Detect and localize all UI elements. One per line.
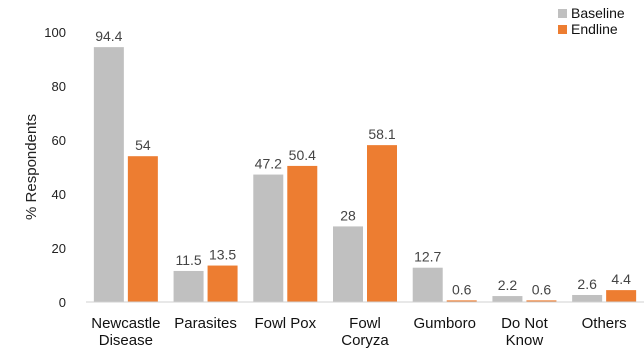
bars: 94.4 54 11.5 13.5 47.2 50.4 28 58.1 12.7 0.6 2.2 0.… (93, 28, 637, 303)
y-axis: 0 20 40 60 80 100 (44, 25, 66, 310)
endline-data-label: 58.1 (368, 126, 395, 142)
endline-data-label: 4.4 (611, 271, 631, 287)
y-tick-label: 80 (52, 79, 66, 94)
y-tick-label: 40 (52, 187, 66, 202)
legend-swatch (558, 9, 567, 18)
x-tick-label: Newcastle Disease (91, 315, 160, 349)
y-tick-label: 20 (52, 241, 66, 256)
endline-data-label: 0.6 (532, 281, 552, 297)
endline-bar (606, 290, 637, 302)
endline-bar (446, 300, 477, 302)
baseline-data-label: 94.4 (95, 28, 122, 44)
baseline-bar (333, 226, 363, 302)
x-axis: Newcastle Disease Parasites Fowl Pox Fowl Cor… (86, 301, 644, 349)
x-tick-label: Parasites (174, 315, 237, 332)
y-tick-label: 60 (52, 133, 66, 148)
baseline-data-label: 12.7 (414, 249, 441, 265)
endline-data-label: 54 (135, 137, 151, 153)
endline-data-label: 0.6 (452, 281, 472, 297)
x-tick-label: Fowl Pox (254, 315, 316, 332)
baseline-bar (253, 174, 284, 302)
x-tick-label: Others (582, 315, 627, 332)
baseline-data-label: 2.2 (498, 277, 518, 293)
y-tick-label: 0 (59, 295, 66, 310)
endline-bar (207, 265, 238, 302)
y-axis-label: % Respondents (23, 114, 40, 220)
x-tick-label: Fowl Coryza (341, 315, 389, 349)
legend-swatch (558, 25, 567, 34)
baseline-data-label: 47.2 (255, 156, 282, 172)
baseline-bar (412, 267, 443, 302)
baseline-bar (572, 294, 603, 302)
baseline-bar (173, 270, 204, 302)
y-tick-label: 100 (44, 25, 66, 40)
baseline-bar (492, 296, 523, 302)
baseline-data-label: 28 (340, 207, 356, 223)
x-tick-label: Do Not Know (501, 315, 549, 349)
legend-label: Endline (571, 21, 618, 37)
endline-data-label: 50.4 (289, 147, 316, 163)
endline-bar (287, 165, 318, 302)
baseline-data-label: 2.6 (577, 276, 597, 292)
endline-data-label: 13.5 (209, 247, 236, 263)
legend-label: Baseline (571, 5, 625, 21)
endline-bar (127, 156, 158, 302)
x-tick-label: Gumboro (413, 315, 476, 332)
baseline-bar (93, 47, 124, 303)
endline-bar (526, 300, 557, 302)
endline-bar (367, 145, 397, 302)
baseline-data-label: 11.5 (175, 252, 201, 268)
